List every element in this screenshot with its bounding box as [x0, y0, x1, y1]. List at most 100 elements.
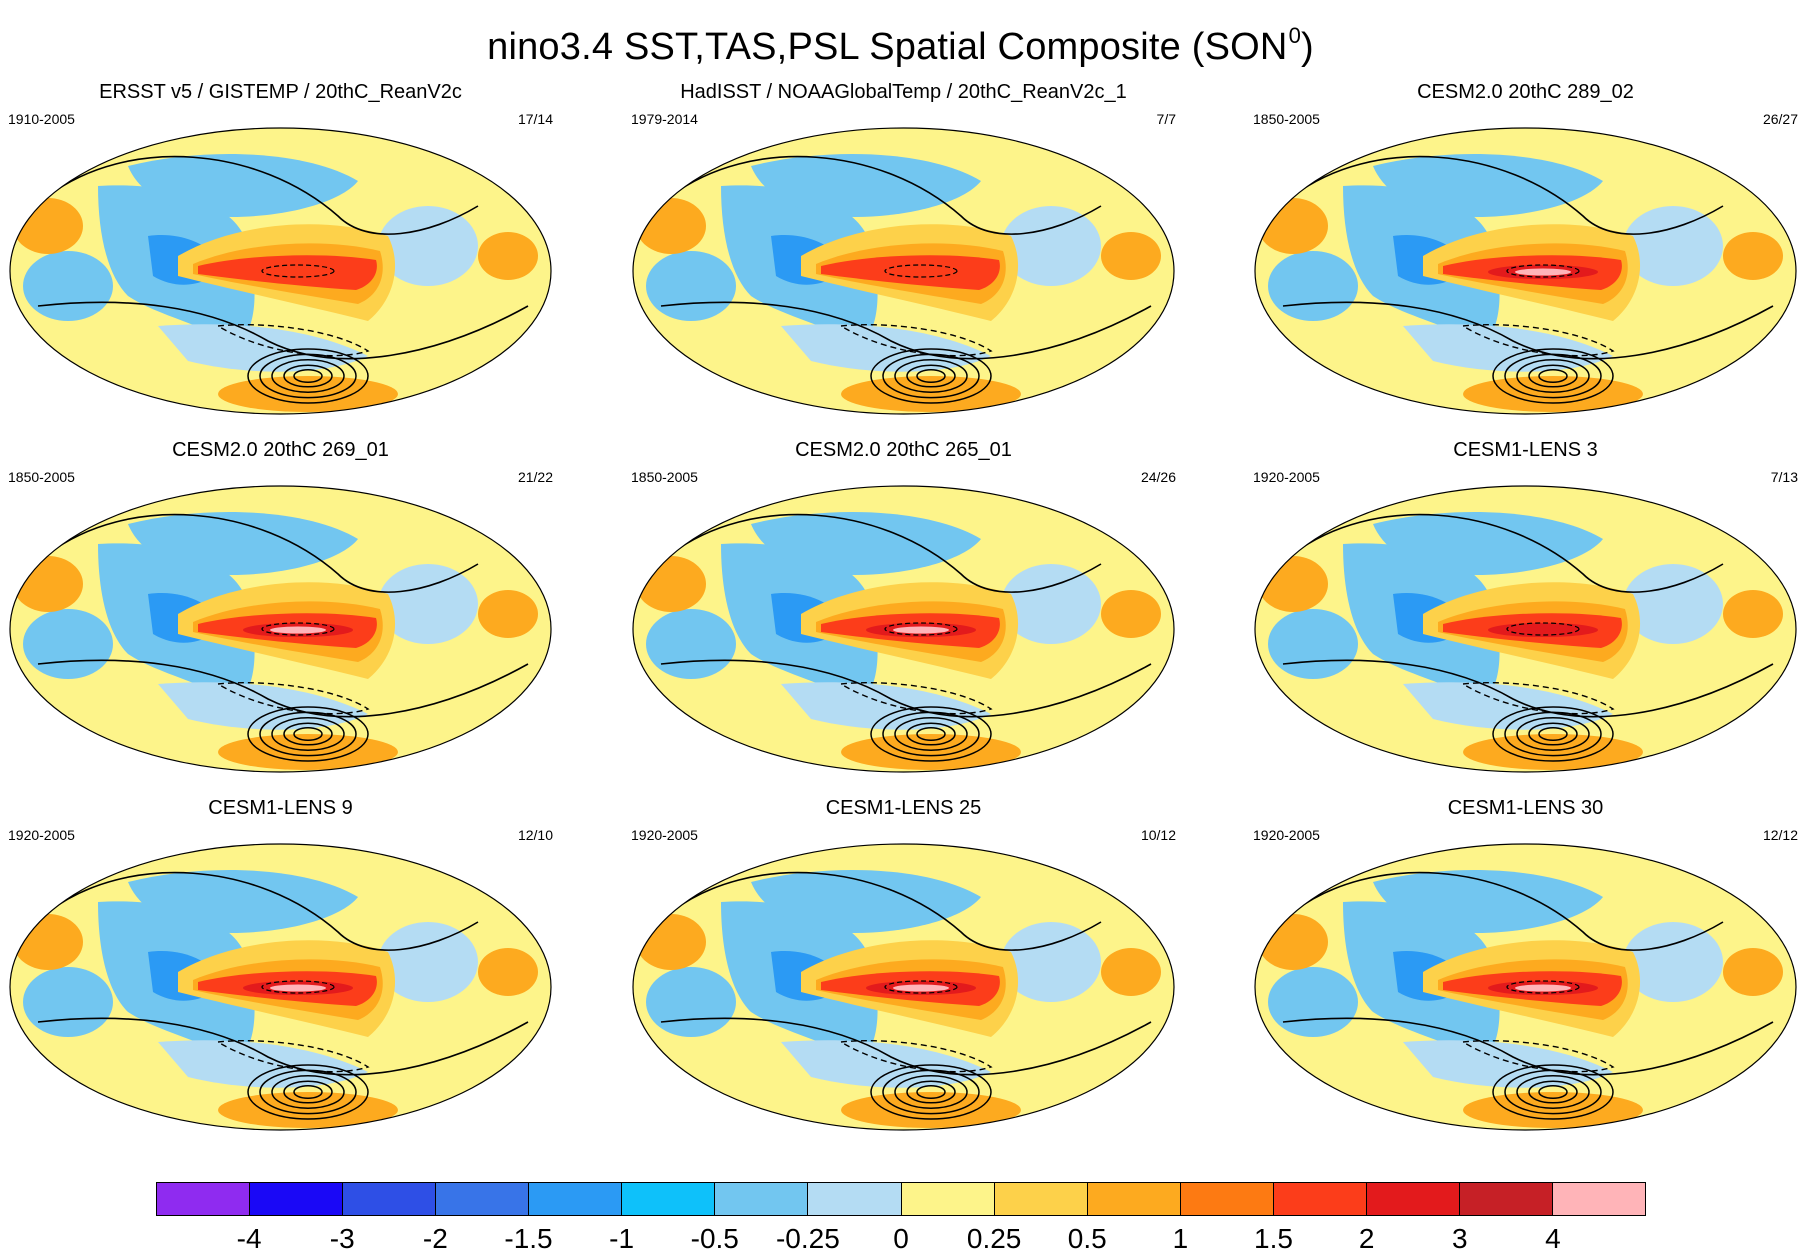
psl-high-ring-4 — [906, 722, 956, 746]
map-border — [9, 485, 552, 773]
map-border — [9, 127, 552, 415]
psl-contour-negative-2 — [884, 264, 958, 278]
africa-warm-patch — [1101, 948, 1161, 996]
psl-contour-negative — [217, 324, 370, 357]
colorbar-swatch — [529, 1183, 623, 1215]
psl-high-ring-4 — [283, 722, 333, 746]
southern-warm-patch — [1463, 376, 1643, 412]
psl-high-ring-3 — [1516, 717, 1590, 751]
psl-contour-negative-2 — [1506, 622, 1580, 636]
enso-warm-tongue-max — [1515, 268, 1571, 276]
africa-warm-patch — [1101, 232, 1161, 280]
psl-high-ring-5 — [1538, 726, 1568, 742]
panel-event-count: 7/13 — [1770, 469, 1798, 485]
world-map — [1254, 485, 1797, 773]
atlantic-cool-patch — [378, 564, 478, 644]
map-border — [632, 485, 1175, 773]
figure-title-text: nino3.4 SST,TAS,PSL Spatial Composite (S… — [487, 26, 1288, 68]
map-panel: CESM2.0 20thC 265_01 1850-2005 24/26 — [631, 438, 1176, 773]
figure-title-superscript: 0 — [1288, 23, 1301, 48]
psl-high-ring-5 — [293, 1084, 323, 1100]
psl-contour-north — [47, 871, 479, 951]
north-pacific-cool-band — [1373, 154, 1603, 217]
psl-high-ring-5 — [916, 1084, 946, 1100]
panel-event-count: 26/27 — [1762, 111, 1798, 127]
psl-contour-negative — [1462, 324, 1615, 357]
north-pacific-cool-band — [751, 154, 981, 217]
indian-ocean-cool-patch — [646, 609, 736, 679]
panel-title: CESM1-LENS 9 — [208, 797, 353, 819]
panel-title: CESM1-LENS 25 — [825, 797, 982, 819]
world-map — [632, 485, 1175, 773]
panel-title: ERSST v5 / GISTEMP / 20thC_ReanV2c — [99, 81, 462, 103]
psl-contour-negative — [840, 682, 993, 715]
africa-warm-patch — [478, 948, 538, 996]
indian-ocean-cool-patch — [23, 967, 113, 1037]
enso-warm-tongue-core — [198, 255, 377, 290]
world-map — [9, 127, 552, 415]
colorbar-label: 1.5 — [1254, 1223, 1293, 1254]
colorbar-label: -3 — [329, 1223, 355, 1254]
north-pacific-cool-band — [128, 870, 358, 933]
colorbar-label: 0.25 — [966, 1223, 1022, 1254]
figure-title-close: ) — [1301, 26, 1314, 68]
colorbar-label: -1 — [609, 1223, 635, 1254]
atlantic-cool-patch — [1001, 564, 1101, 644]
psl-high-ring-1 — [870, 348, 992, 404]
psl-high-ring-1 — [247, 706, 369, 762]
psl-high-ring-4 — [906, 1080, 956, 1104]
map-panel: HadISST / NOAAGlobalTemp / 20thC_ReanV2c… — [631, 80, 1176, 415]
panel-years: 1910-2005 — [8, 111, 75, 127]
colorbar-label: -0.5 — [690, 1223, 739, 1254]
psl-high-ring-3 — [894, 717, 968, 751]
psl-high-ring-1 — [1492, 706, 1614, 762]
psl-high-ring-1 — [1492, 1064, 1614, 1120]
north-pacific-cool-band — [128, 154, 358, 217]
north-pacific-cool-band — [128, 512, 358, 575]
panel-title: CESM2.0 20thC 289_02 — [1417, 81, 1634, 103]
southern-warm-patch — [841, 734, 1021, 770]
africa-warm-patch — [1101, 590, 1161, 638]
panel-event-count: 24/26 — [1140, 469, 1176, 485]
colorbar-swatch — [1087, 1183, 1181, 1215]
psl-high-ring-4 — [283, 364, 333, 388]
psl-high-ring-3 — [271, 717, 345, 751]
enso-warm-tongue-max — [893, 626, 949, 634]
colorbar-label: 0 — [893, 1223, 909, 1254]
psl-contour-north — [1292, 871, 1724, 951]
panel-title: CESM1-LENS 3 — [1453, 439, 1598, 461]
colorbar-label: -1.5 — [504, 1223, 553, 1254]
psl-contour-negative-2 — [1506, 264, 1580, 278]
psl-high-ring-4 — [906, 364, 956, 388]
north-pacific-cool-band — [1373, 512, 1603, 575]
atlantic-cool-patch — [1001, 206, 1101, 286]
colorbar-swatch — [1180, 1183, 1274, 1215]
atlantic-cool-patch — [1623, 922, 1723, 1002]
colorbar-swatch — [994, 1183, 1088, 1215]
psl-contour-tropics — [660, 301, 1152, 360]
southern-warm-patch — [1463, 1092, 1643, 1128]
psl-high-ring-4 — [1528, 722, 1578, 746]
psl-high-ring-1 — [1492, 348, 1614, 404]
psl-high-ring-1 — [247, 1064, 369, 1120]
colorbar-swatch — [157, 1183, 251, 1215]
psl-contour-tropics — [1282, 301, 1774, 360]
southern-warm-patch — [841, 376, 1021, 412]
panel-event-count: 21/22 — [517, 469, 553, 485]
indian-ocean-cool-patch — [23, 609, 113, 679]
psl-high-ring-2 — [259, 353, 357, 399]
psl-contour-negative-2 — [261, 264, 335, 278]
atlantic-cool-patch — [378, 922, 478, 1002]
colorbar-swatch — [250, 1183, 344, 1215]
world-map — [632, 843, 1175, 1131]
colorbar-swatch — [808, 1183, 902, 1215]
psl-contour-north — [47, 155, 479, 235]
psl-high-ring-4 — [283, 1080, 333, 1104]
world-map — [1254, 843, 1797, 1131]
panel-event-count: 12/10 — [517, 827, 553, 843]
atlantic-cool-patch — [378, 206, 478, 286]
enso-warm-tongue-max — [270, 626, 326, 634]
psl-high-ring-2 — [1504, 353, 1602, 399]
psl-contour-north — [47, 513, 479, 593]
panel-event-count: 7/7 — [1156, 111, 1176, 127]
